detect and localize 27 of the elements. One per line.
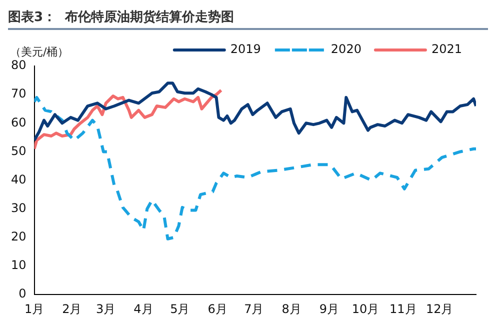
line-series [34, 96, 476, 240]
y-tick-label: 50 [10, 144, 26, 158]
x-tick-label: 12月 [426, 302, 454, 316]
y-tick-label: 20 [10, 230, 26, 244]
y-tick-label: 10 [10, 258, 26, 272]
x-tick-label: 5月 [170, 302, 190, 316]
y-tick-label: 60 [10, 115, 26, 130]
legend-label: 2020 [330, 42, 362, 56]
y-tick-label: 40 [10, 172, 26, 186]
x-tick-label: 11月 [390, 302, 417, 316]
x-tick-label: 4月 [134, 302, 154, 316]
x-tick-label: 8月 [282, 302, 302, 316]
x-tick-label: 1月 [24, 302, 44, 316]
legend-label: 2021 [431, 42, 462, 56]
legend-label: 2019 [230, 42, 261, 56]
chart-title: 图表3： 布伦特原油期货结算价走势图 [8, 8, 488, 30]
y-axis-title: （美元/桶） [10, 45, 69, 58]
x-tick-label: 3月 [96, 302, 116, 316]
y-tick-label: 0 [18, 286, 26, 301]
x-tick-label: 10月 [352, 302, 380, 316]
x-tick-label: 2月 [62, 302, 82, 316]
y-tick-label: 30 [10, 201, 26, 215]
x-tick-label: 9月 [319, 302, 339, 316]
y-tick-label: 80 [10, 58, 26, 72]
y-tick-label: 70 [10, 86, 26, 101]
x-tick-label: 7月 [244, 302, 264, 316]
x-tick-label: 6月 [208, 302, 228, 316]
